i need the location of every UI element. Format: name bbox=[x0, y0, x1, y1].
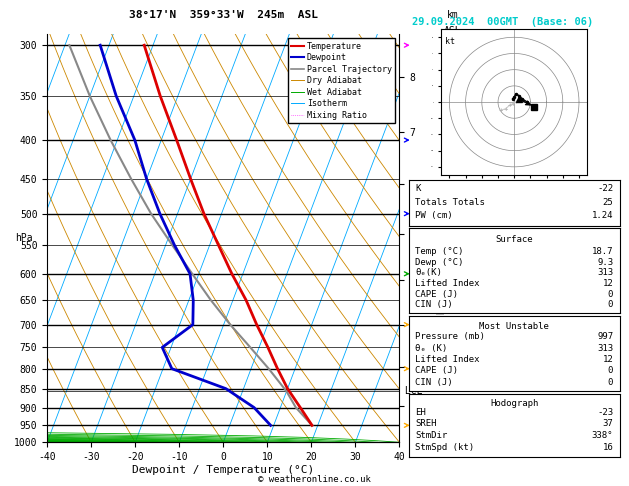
Text: Most Unstable: Most Unstable bbox=[479, 322, 549, 331]
Text: km: km bbox=[447, 10, 458, 20]
Text: 0: 0 bbox=[608, 378, 613, 387]
Text: 12: 12 bbox=[603, 355, 613, 364]
Text: 12: 12 bbox=[603, 279, 613, 288]
Text: -22: -22 bbox=[597, 184, 613, 193]
Text: θₑ (K): θₑ (K) bbox=[415, 344, 447, 353]
Text: 313: 313 bbox=[597, 344, 613, 353]
Text: EH: EH bbox=[415, 408, 426, 417]
Text: 313: 313 bbox=[597, 268, 613, 278]
Text: PW (cm): PW (cm) bbox=[415, 211, 453, 220]
Text: Hodograph: Hodograph bbox=[490, 399, 538, 408]
Text: Lifted Index: Lifted Index bbox=[415, 279, 480, 288]
Text: 37: 37 bbox=[603, 419, 613, 428]
Text: CIN (J): CIN (J) bbox=[415, 378, 453, 387]
Text: 997: 997 bbox=[597, 332, 613, 342]
Text: 16: 16 bbox=[603, 443, 613, 452]
Text: -23: -23 bbox=[597, 408, 613, 417]
Text: Lifted Index: Lifted Index bbox=[415, 355, 480, 364]
Text: StmSpd (kt): StmSpd (kt) bbox=[415, 443, 474, 452]
Text: 1.24: 1.24 bbox=[592, 211, 613, 220]
Text: Surface: Surface bbox=[496, 235, 533, 244]
Text: 18.7: 18.7 bbox=[592, 247, 613, 256]
Text: CAPE (J): CAPE (J) bbox=[415, 366, 458, 375]
Text: K: K bbox=[415, 184, 421, 193]
Text: CIN (J): CIN (J) bbox=[415, 300, 453, 309]
Text: 25: 25 bbox=[603, 198, 613, 207]
Text: Pressure (mb): Pressure (mb) bbox=[415, 332, 485, 342]
X-axis label: Dewpoint / Temperature (°C): Dewpoint / Temperature (°C) bbox=[132, 465, 314, 475]
Text: Dewp (°C): Dewp (°C) bbox=[415, 258, 464, 267]
Text: Mixing Ratio (g/kg): Mixing Ratio (g/kg) bbox=[437, 243, 447, 355]
Text: θₑ(K): θₑ(K) bbox=[415, 268, 442, 278]
Text: © weatheronline.co.uk: © weatheronline.co.uk bbox=[258, 474, 371, 484]
Text: 338°: 338° bbox=[592, 431, 613, 440]
Text: 38°17'N  359°33'W  245m  ASL: 38°17'N 359°33'W 245m ASL bbox=[129, 10, 318, 20]
Text: +: + bbox=[514, 99, 518, 105]
Text: 0: 0 bbox=[608, 366, 613, 375]
Text: ASL: ASL bbox=[443, 26, 461, 36]
Text: SREH: SREH bbox=[415, 419, 437, 428]
Text: hPa: hPa bbox=[16, 233, 33, 243]
Text: 0: 0 bbox=[608, 290, 613, 299]
Text: Totals Totals: Totals Totals bbox=[415, 198, 485, 207]
Text: StmDir: StmDir bbox=[415, 431, 447, 440]
Text: +: + bbox=[507, 102, 511, 108]
Text: CAPE (J): CAPE (J) bbox=[415, 290, 458, 299]
Text: +: + bbox=[511, 101, 515, 107]
Legend: Temperature, Dewpoint, Parcel Trajectory, Dry Adiabat, Wet Adiabat, Isotherm, Mi: Temperature, Dewpoint, Parcel Trajectory… bbox=[287, 38, 395, 123]
Text: LCL: LCL bbox=[399, 386, 423, 397]
Text: +: + bbox=[499, 107, 503, 113]
Text: Temp (°C): Temp (°C) bbox=[415, 247, 464, 256]
Text: +: + bbox=[504, 105, 508, 112]
Text: kt: kt bbox=[445, 37, 455, 46]
Text: 9.3: 9.3 bbox=[597, 258, 613, 267]
Text: 0: 0 bbox=[608, 300, 613, 309]
Text: 29.09.2024  00GMT  (Base: 06): 29.09.2024 00GMT (Base: 06) bbox=[412, 17, 593, 27]
